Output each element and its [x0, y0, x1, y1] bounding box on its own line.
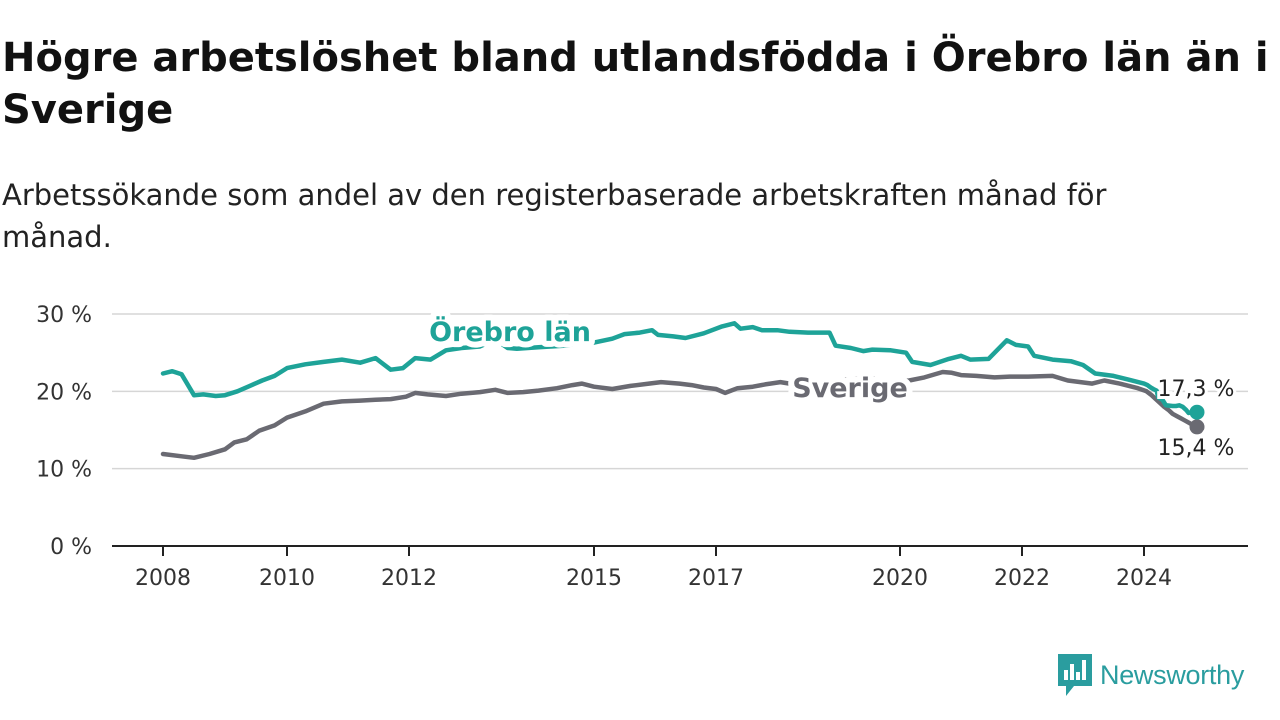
line-chart: 0 % 10 % 20 % 30 % 2008 2010 2012 2015 2017 2020…: [36, 303, 1248, 591]
series-line-orebro-lan: [160, 321, 1200, 416]
newsworthy-logo-icon: [1058, 654, 1092, 696]
y-tick-label: 0 %: [50, 535, 92, 560]
y-tick-label: 20 %: [36, 380, 92, 405]
newsworthy-brand: Newsworthy: [1058, 654, 1244, 696]
series-label: Örebro län: [429, 315, 591, 348]
series-label: Sverige: [792, 373, 908, 404]
x-tick-label: 2012: [381, 566, 437, 591]
x-axis: 2008 2010 2012 2015 2017 2020 2022 2024: [112, 545, 1248, 591]
gridlines: [112, 313, 1248, 470]
series-labels: Örebro län 17,3 % Sverige 15,4 %: [423, 309, 1237, 464]
x-tick-label: 2015: [566, 566, 622, 591]
y-axis: 0 % 10 % 20 % 30 %: [36, 303, 92, 560]
x-tick-label: 2024: [1116, 566, 1172, 591]
x-tick-label: 2020: [872, 566, 928, 591]
x-tick-label: 2017: [688, 566, 744, 591]
x-tick-label: 2022: [994, 566, 1050, 591]
y-tick-label: 30 %: [36, 303, 92, 328]
series-end-point: [1189, 404, 1205, 420]
series-end-point: [1189, 419, 1205, 435]
chart-subtitle: Arbetssökande som andel av den registerb…: [2, 178, 1107, 254]
x-tick-label: 2010: [259, 566, 315, 591]
x-tick-label: 2008: [135, 566, 191, 591]
chart-title: Högre arbetslöshet bland utlandsfödda i …: [2, 35, 1269, 133]
series-line-sverige: [160, 369, 1200, 461]
end-value-label: 17,3 %: [1158, 377, 1235, 402]
series-lines: [160, 321, 1205, 461]
brand-name: Newsworthy: [1100, 659, 1245, 690]
y-tick-label: 10 %: [36, 458, 92, 483]
end-value-label: 15,4 %: [1158, 436, 1235, 461]
